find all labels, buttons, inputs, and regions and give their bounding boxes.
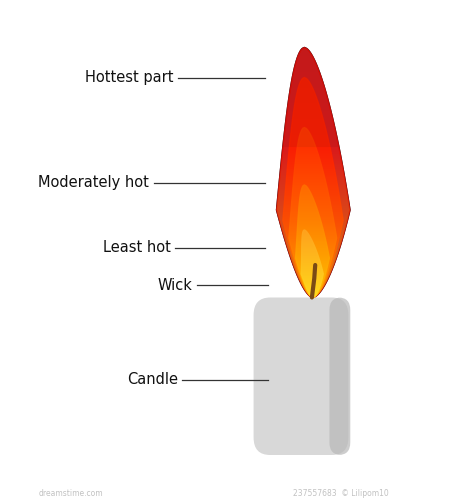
Text: Hottest part: Hottest part <box>84 70 173 85</box>
Text: Least hot: Least hot <box>103 240 171 255</box>
Text: Moderately hot: Moderately hot <box>38 175 149 190</box>
Polygon shape <box>301 230 323 298</box>
Polygon shape <box>276 48 350 298</box>
Polygon shape <box>296 185 329 298</box>
FancyBboxPatch shape <box>329 298 350 455</box>
Text: 237557683  © Lilipom10: 237557683 © Lilipom10 <box>293 488 389 498</box>
Polygon shape <box>283 78 343 298</box>
PathPatch shape <box>276 48 350 298</box>
Text: dreamstime.com: dreamstime.com <box>39 488 103 498</box>
FancyBboxPatch shape <box>254 298 348 455</box>
Polygon shape <box>289 128 337 298</box>
Text: Candle: Candle <box>127 372 178 388</box>
Text: Wick: Wick <box>157 278 192 292</box>
